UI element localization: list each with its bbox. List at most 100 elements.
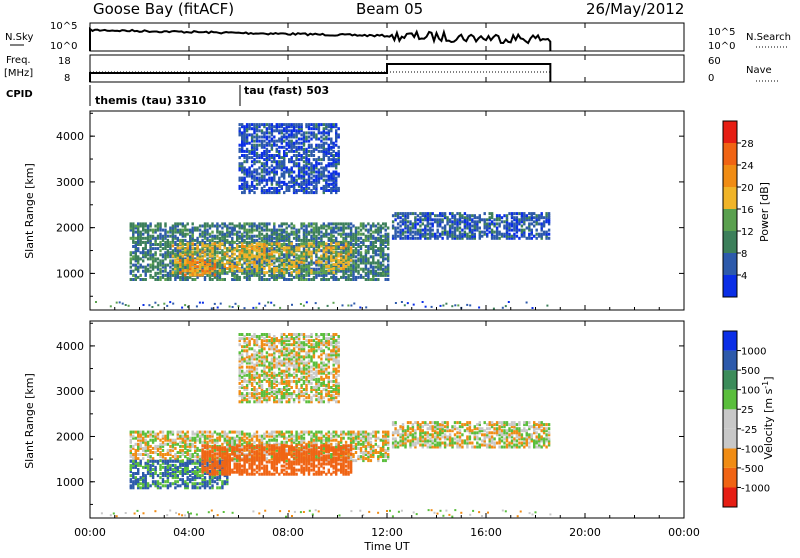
power-cell (157, 276, 159, 279)
velocity-cell (360, 447, 362, 450)
power-cell (231, 278, 233, 281)
power-cell (273, 187, 275, 190)
power-cell (271, 138, 273, 141)
power-cell (328, 246, 330, 249)
power-cell (149, 270, 151, 273)
power-cell (278, 233, 280, 236)
velocity-cell (204, 431, 206, 434)
power-cell (140, 274, 142, 277)
power-cell (347, 222, 349, 225)
power-cell (221, 253, 223, 256)
velocity-cell (179, 445, 181, 448)
velocity-cell (303, 431, 305, 434)
power-cell (278, 177, 280, 180)
velocity-cell (142, 437, 144, 440)
velocity-cell (209, 457, 211, 460)
power-cell (288, 185, 290, 188)
power-cell (236, 244, 238, 247)
power-cell (263, 278, 265, 281)
power-cell (538, 233, 540, 236)
power-cell (283, 140, 285, 143)
power-cell (295, 189, 297, 192)
power-cell (122, 303, 124, 305)
power-cell (323, 274, 325, 277)
colorbar-tick-label: 16 (741, 205, 754, 216)
power-cell (258, 144, 260, 147)
velocity-cell (147, 441, 149, 444)
power-cell (397, 227, 399, 230)
velocity-cell (199, 449, 201, 452)
power-cell (493, 218, 495, 221)
power-cell (323, 123, 325, 126)
power-cell (357, 243, 359, 246)
power-cell (209, 263, 211, 266)
power-cell (402, 237, 404, 240)
velocity-cell (263, 451, 265, 454)
power-cell (263, 189, 265, 192)
power-cell (333, 302, 335, 304)
power-cell (338, 265, 340, 268)
power-cell (350, 305, 352, 307)
power-cell (246, 154, 248, 157)
power-cell (328, 269, 330, 272)
power-cell (503, 220, 505, 223)
power-cell (286, 222, 288, 225)
velocity-cell (187, 443, 189, 446)
velocity-cell (276, 431, 278, 434)
power-cell (248, 235, 250, 238)
power-cell (243, 177, 245, 180)
velocity-cell (308, 431, 310, 434)
power-cell (246, 272, 248, 275)
power-cell (305, 274, 307, 277)
power-cell (333, 255, 335, 258)
velocity-cell (342, 431, 344, 434)
power-cell (300, 175, 302, 178)
power-cell (226, 261, 228, 264)
power-cell (323, 233, 325, 236)
power-cell (234, 257, 236, 260)
power-cell (528, 216, 530, 219)
power-cell (194, 273, 196, 276)
velocity-cell (355, 433, 357, 436)
power-cell (295, 123, 297, 126)
power-cell (338, 150, 340, 153)
power-cell (246, 229, 248, 232)
velocity-cell (286, 431, 288, 434)
power-cell (278, 225, 280, 228)
velocity-cell (196, 439, 198, 442)
power-cell (283, 146, 285, 149)
velocity-cell (194, 455, 196, 458)
power-cell (201, 269, 203, 272)
power-cell (523, 212, 525, 215)
velocity-cell (325, 437, 327, 440)
power-cell (251, 133, 253, 136)
power-cell (328, 255, 330, 258)
power-cell (177, 222, 179, 225)
power-cell (370, 278, 372, 281)
velocity-cell (189, 453, 191, 456)
velocity-cell (283, 433, 285, 436)
power-cell (330, 158, 332, 161)
power-cell (445, 303, 447, 305)
velocity-cell (258, 439, 260, 442)
power-cell (162, 274, 164, 277)
power-cell (231, 227, 233, 230)
power-cell (154, 257, 156, 260)
power-cell (243, 154, 245, 157)
power-cell (357, 257, 359, 260)
velocity-cell (177, 443, 179, 446)
power-cell (140, 278, 142, 281)
power-cell (157, 262, 159, 265)
power-cell (347, 253, 349, 256)
power-cell (315, 123, 317, 126)
power-cell (308, 265, 310, 268)
colorbar-swatch (723, 231, 737, 253)
power-cell (345, 268, 347, 271)
power-cell (179, 249, 181, 252)
power-cell (360, 274, 362, 277)
velocity-cell (308, 441, 310, 444)
power-cell (328, 144, 330, 147)
power-cell (342, 304, 344, 306)
power-cell (476, 220, 478, 223)
velocity-cell (142, 447, 144, 450)
